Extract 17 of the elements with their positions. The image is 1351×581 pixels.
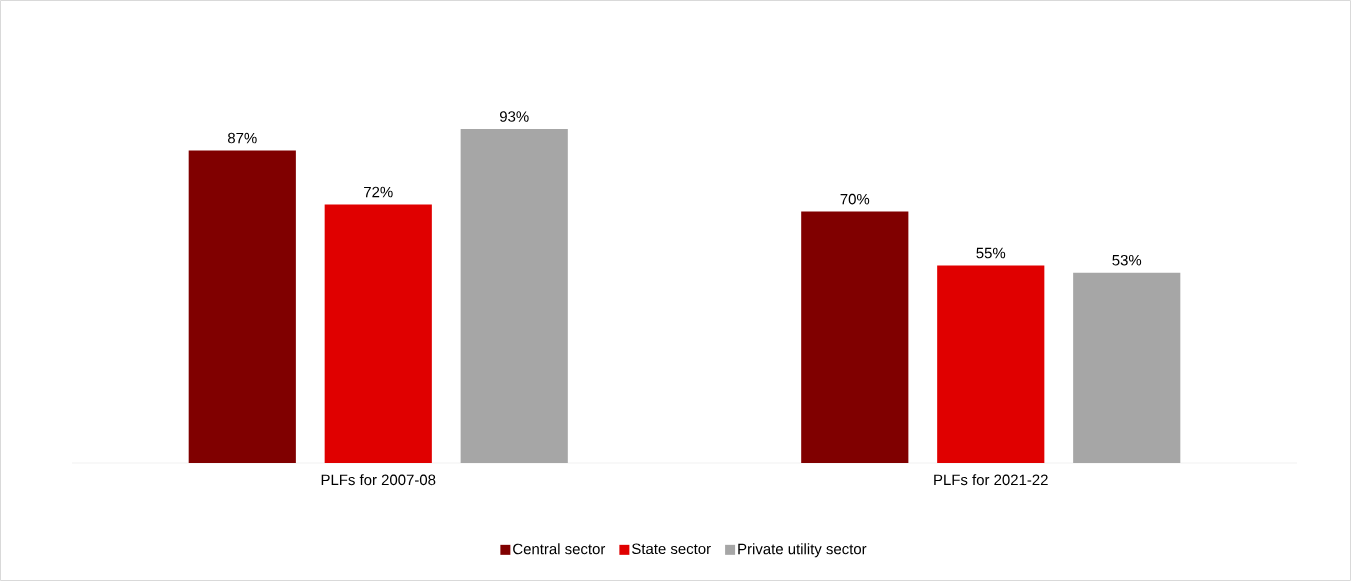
data-label: 55%	[976, 247, 1006, 259]
bar	[801, 211, 909, 463]
bar	[937, 265, 1045, 463]
data-label: 72%	[364, 186, 393, 198]
legend-label: Central sector	[513, 543, 606, 555]
bar	[324, 204, 432, 463]
legend-label: Private utility sector	[738, 543, 867, 558]
bar	[460, 129, 568, 463]
data-label: 53%	[1112, 254, 1142, 266]
data-label: 70%	[840, 193, 870, 205]
x-tick-label: PLFs for 2007-08	[321, 474, 436, 486]
data-label: 93%	[499, 111, 529, 122]
legend-label: State sector	[632, 543, 711, 555]
bar	[1073, 272, 1181, 463]
x-tick-label: PLFs for 2021-22	[934, 474, 1048, 486]
data-label: 87%	[227, 132, 257, 144]
bar	[188, 150, 296, 463]
